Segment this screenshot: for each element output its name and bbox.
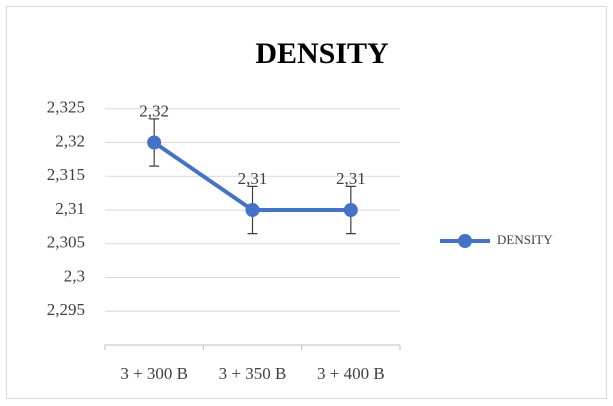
legend-marker: [458, 234, 472, 248]
x-tick-label: 3 + 400 B: [317, 364, 385, 383]
y-tick-label: 2,32: [55, 131, 85, 150]
chart-title: DENSITY: [255, 37, 389, 70]
data-label: 2,31: [336, 169, 366, 188]
y-tick-label: 2,305: [47, 233, 85, 252]
data-label: 2,31: [238, 169, 268, 188]
y-tick-label: 2,3: [64, 266, 85, 285]
data-point: [343, 203, 358, 217]
y-tick-label: 2,315: [47, 165, 85, 184]
y-tick-label: 2,31: [55, 199, 85, 218]
chart-border: [6, 6, 607, 399]
x-tick-label: 3 + 300 B: [120, 364, 188, 383]
y-tick-label: 2,295: [47, 300, 85, 319]
data-point: [245, 203, 260, 217]
x-tick-label: 3 + 350 B: [219, 364, 287, 383]
data-point: [147, 135, 162, 150]
data-label: 2,32: [139, 101, 169, 120]
y-tick-label: 2,325: [47, 98, 85, 117]
legend-label: DENSITY: [497, 232, 553, 247]
